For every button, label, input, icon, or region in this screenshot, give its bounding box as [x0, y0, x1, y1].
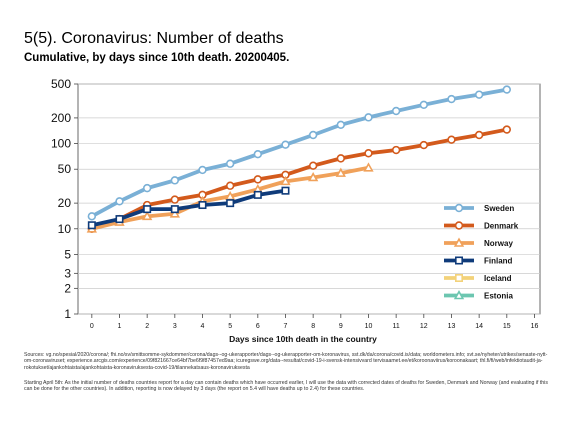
- legend-label-denmark: Denmark: [484, 222, 519, 231]
- legend-marker-finland: [454, 256, 463, 265]
- series-line-sweden: [89, 87, 509, 219]
- legend-marker-estonia: [453, 290, 465, 300]
- data-point-norway: [224, 190, 236, 201]
- y-tick-label: 5: [64, 247, 71, 261]
- legend-marker-sweden: [454, 203, 464, 213]
- y-tick-label: 10: [58, 222, 72, 236]
- data-point-sweden: [281, 140, 290, 149]
- legend-marker-denmark: [454, 221, 464, 230]
- data-point-sweden: [364, 113, 373, 122]
- data-point-norway: [307, 172, 319, 182]
- data-point-denmark: [474, 130, 484, 140]
- data-point-sweden: [225, 159, 235, 168]
- x-axis-label: Days since 10th death in the country: [229, 334, 377, 344]
- data-point-denmark: [447, 135, 456, 144]
- legend-marker-norway: [453, 237, 465, 247]
- sources-text: Sources: vg.no/spesial/2020/corona/; fhi…: [24, 352, 548, 371]
- data-point-norway: [169, 208, 180, 218]
- x-tick-label: 4: [201, 323, 205, 330]
- data-point-sweden: [391, 106, 401, 116]
- legend-label-estonia: Estonia: [484, 292, 513, 301]
- y-tick-label: 500: [51, 77, 71, 91]
- x-tick-label: 9: [339, 323, 343, 330]
- data-point-norway: [335, 167, 346, 177]
- data-point-denmark: [225, 181, 235, 190]
- data-point-denmark: [170, 195, 180, 204]
- data-point-denmark: [364, 149, 373, 158]
- legend-marker-iceland: [454, 273, 463, 282]
- series-line-denmark: [89, 127, 509, 231]
- series-line-finland: [89, 188, 288, 228]
- y-tick-label: 20: [58, 196, 72, 210]
- y-tick-label: 2: [64, 281, 71, 295]
- data-point-sweden: [336, 120, 346, 130]
- data-point-sweden: [170, 176, 180, 185]
- data-point-finland: [253, 190, 262, 199]
- data-point-sweden: [142, 183, 152, 193]
- legend-label-iceland: Iceland: [484, 274, 512, 283]
- data-point-sweden: [474, 90, 484, 99]
- x-tick-label: 1: [118, 323, 122, 330]
- data-point-finland: [87, 221, 96, 230]
- data-point-norway: [280, 175, 291, 186]
- chart-title: 5(5). Coronavirus: Number of deaths: [24, 30, 284, 47]
- data-point-finland: [143, 205, 152, 214]
- legend-label-finland: Finland: [484, 257, 513, 266]
- x-tick-label: 5: [228, 323, 232, 330]
- x-tick-label: 2: [145, 323, 149, 330]
- data-point-sweden: [198, 165, 207, 175]
- x-tick-label: 15: [503, 323, 511, 330]
- data-point-norway: [141, 210, 153, 221]
- data-point-denmark: [419, 140, 429, 150]
- legend-label-norway: Norway: [484, 239, 513, 248]
- data-point-denmark: [391, 145, 401, 155]
- data-point-sweden: [115, 197, 124, 206]
- data-point-finland: [226, 199, 235, 208]
- y-tick-label: 200: [51, 111, 71, 125]
- x-tick-label: 12: [420, 323, 428, 330]
- data-point-sweden: [87, 212, 97, 221]
- chart-subtitle: Cumulative, by days since 10th death. 20…: [24, 52, 290, 64]
- data-point-norway: [363, 162, 374, 172]
- data-point-denmark: [336, 154, 346, 163]
- data-point-finland: [115, 215, 124, 224]
- x-tick-label: 13: [448, 323, 456, 330]
- x-tick-label: 10: [365, 323, 373, 330]
- y-tick-label: 3: [64, 266, 71, 280]
- data-point-finland: [198, 201, 207, 210]
- y-tick-label: 50: [58, 162, 72, 176]
- y-tick-label: 1: [64, 307, 71, 321]
- methodology-note: Starting April 5th: As the initial numbe…: [24, 380, 548, 393]
- data-point-denmark: [502, 125, 512, 134]
- x-tick-label: 3: [173, 323, 177, 330]
- x-tick-label: 7: [284, 323, 288, 330]
- data-point-finland: [170, 205, 179, 214]
- x-tick-label: 14: [475, 323, 483, 330]
- data-point-sweden: [253, 150, 263, 159]
- data-point-finland: [281, 186, 290, 195]
- data-point-sweden: [502, 85, 512, 94]
- x-tick-label: 11: [393, 323, 400, 330]
- legend-label-sweden: Sweden: [484, 204, 514, 213]
- x-tick-label: 16: [531, 323, 539, 330]
- data-point-denmark: [253, 175, 263, 184]
- x-tick-label: 8: [311, 323, 315, 330]
- x-tick-label: 0: [90, 323, 94, 330]
- x-tick-label: 6: [256, 323, 260, 330]
- data-point-denmark: [308, 161, 318, 170]
- y-tick-label: 100: [51, 137, 71, 151]
- data-point-sweden: [447, 94, 456, 104]
- data-point-sweden: [419, 100, 429, 110]
- data-point-sweden: [308, 130, 318, 140]
